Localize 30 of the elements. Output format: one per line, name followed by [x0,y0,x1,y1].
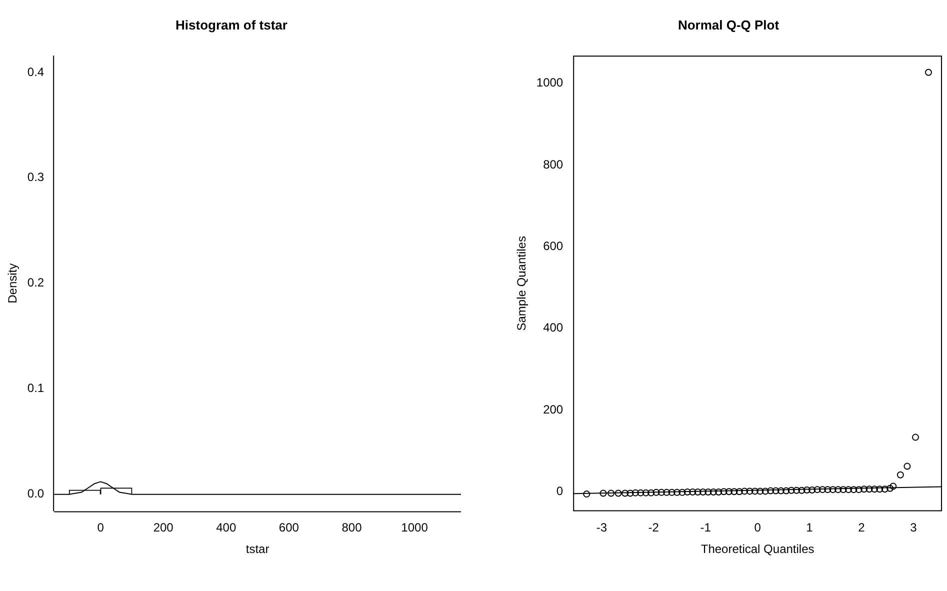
x-tick-label: 3 [910,520,918,535]
y-tick-label: 0.1 [27,381,44,396]
x-tick-label: 2 [858,520,866,535]
chart-title: Histogram of tstar [176,17,288,32]
x-tick-label: 1 [806,520,814,535]
x-axis-title: Theoretical Quantiles [700,542,814,556]
y-tick-label: 0.4 [27,64,44,79]
y-tick-label: 600 [543,238,564,253]
x-axis-title: tstar [246,542,270,556]
x-tick-label: 400 [216,520,236,535]
x-tick-label: -1 [700,520,712,535]
y-tick-label: 1000 [536,76,564,90]
y-tick-label: 0.0 [27,486,44,501]
x-tick-label: 0 [97,520,104,535]
x-tick-label: 800 [342,520,362,535]
x-tick-label: 200 [153,520,174,535]
x-tick-label: 600 [278,520,300,535]
x-tick-label: -2 [648,520,660,535]
x-tick-label: 0 [754,520,762,535]
y-tick-label: 0.2 [27,276,44,290]
y-tick-label: 0.3 [27,170,44,184]
x-tick-label: -3 [596,520,608,535]
x-tick-label: 1000 [401,520,428,535]
y-tick-label: 800 [543,157,564,172]
y-axis-title: Sample Quantiles [514,236,529,331]
chart-title: Normal Q-Q Plot [678,17,780,32]
y-tick-label: 200 [543,402,564,416]
y-tick-label: 0 [556,484,564,498]
y-axis-title: Density [6,263,20,304]
y-tick-label: 400 [543,320,564,335]
